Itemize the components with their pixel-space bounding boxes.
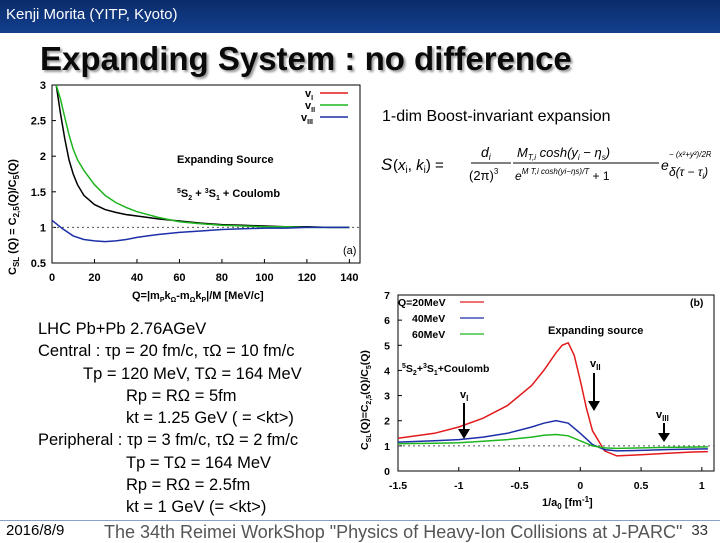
footer-date: 2016/8/9 — [6, 522, 65, 539]
chart-b-arrow-vI: vI — [458, 389, 470, 439]
y-tick-label: 1 — [40, 222, 46, 234]
param-line-7: Tp = TΩ = 164 MeV — [126, 453, 272, 472]
y-tick-label: 2.5 — [31, 116, 46, 128]
svg-text:(xi, ki) =: (xi, ki) = — [393, 157, 444, 176]
chart-a-series — [51, 84, 350, 243]
source-function-formula: S (xi, ki) = di (2π)3 MT,i cosh(yi − ηs)… — [381, 144, 711, 183]
svg-text:Q=20MeV: Q=20MeV — [398, 297, 446, 309]
footer-conference: The 34th Reimei WorkShop "Physics of Hea… — [104, 522, 683, 542]
x-tick-label: 20 — [88, 272, 100, 284]
y-tick-label: 6 — [384, 315, 390, 327]
y-tick-label: 2 — [384, 416, 390, 428]
svg-text:40MeV: 40MeV — [412, 313, 445, 325]
svg-text:vI: vI — [460, 389, 468, 403]
svg-text:vI: vI — [305, 88, 313, 102]
svg-text:vII: vII — [305, 100, 315, 114]
svg-text:− (x²+y²)/2R²: − (x²+y²)/2R² — [669, 150, 711, 159]
y-tick-label: 5 — [384, 340, 390, 352]
y-tick-label: 3 — [40, 80, 46, 92]
chart-b-panel-label: (b) — [690, 297, 703, 309]
param-line-8: Rp = RΩ = 2.5fm — [126, 476, 251, 495]
svg-text:eM T,i cosh(yi−ηs)/T + 1: eM T,i cosh(yi−ηs)/T + 1 — [515, 167, 610, 183]
series-line-viii — [51, 219, 350, 243]
chart-b-series — [397, 341, 708, 457]
chart-b-annotation-source: Expanding source — [548, 325, 643, 337]
chart-a-annotation-source: Expanding Source — [177, 154, 274, 166]
chart-b: CSL(Q)=C2,5(Q)/C5(Q) -1.5 -1 -0.5 0 0.5 1 0 1 2 3… — [359, 290, 715, 511]
x-tick-label: 60 — [173, 272, 185, 284]
x-tick-label: 0 — [577, 480, 583, 492]
param-line-9: kt = 1 GeV (= <kt>) — [126, 498, 267, 517]
chart-b-legend: Q=20MeV 40MeV 60MeV — [398, 297, 484, 341]
svg-text:MT,i cosh(yi − ηs): MT,i cosh(yi − ηs) — [517, 145, 610, 162]
param-line-6: Peripheral : τp = 3 fm/c, τΩ = 2 fm/c — [38, 431, 299, 450]
series-line-q20mev — [397, 341, 708, 457]
svg-text:S: S — [381, 155, 393, 174]
chart-b-annotation-channel: 5S2+3S1+Coulomb — [402, 363, 489, 377]
svg-text:di: di — [481, 144, 492, 162]
y-tick-label: 0.5 — [31, 258, 46, 270]
x-tick-label: 0 — [49, 272, 55, 284]
chart-a-panel-label: (a) — [343, 245, 356, 257]
param-line-2: Central : τp = 20 fm/c, τΩ = 10 fm/c — [38, 342, 295, 361]
parameter-list: LHC Pb+Pb 2.76AGeV Central : τp = 20 fm/… — [38, 318, 302, 519]
chart-b-xlabel: 1/a0 [fm-1] — [542, 495, 593, 511]
param-line-3: Tp = 120 MeV, TΩ = 164 MeV — [83, 364, 302, 383]
chart-b-arrow-vIII: vIII — [656, 409, 670, 442]
y-tick-label: 0 — [384, 466, 390, 478]
x-tick-label: -1 — [454, 480, 463, 492]
svg-text:60MeV: 60MeV — [412, 329, 445, 341]
param-line-4: Rp = RΩ = 5fm — [126, 386, 237, 405]
x-tick-label: 80 — [216, 272, 228, 284]
x-tick-label: 140 — [340, 272, 358, 284]
x-tick-label: 100 — [255, 272, 273, 284]
x-tick-label: -1.5 — [389, 480, 407, 492]
y-tick-label: 3 — [384, 391, 390, 403]
x-tick-label: 120 — [298, 272, 316, 284]
footer-divider — [0, 520, 720, 521]
chart-b-ylabel: CSL(Q)=C2,5(Q)/C5(Q) — [359, 350, 373, 450]
plot-frame — [397, 294, 715, 472]
y-tick-label: 7 — [384, 290, 390, 302]
param-line-5: kt = 1.25 GeV ( = <kt>) — [126, 409, 294, 428]
plot-frame — [51, 84, 361, 264]
slide-title: Expanding System : no difference — [40, 40, 572, 77]
y-tick-label: 1.5 — [31, 187, 46, 199]
svg-text:vIII: vIII — [301, 112, 313, 126]
chart-a-legend: vI vII vIII — [301, 88, 348, 126]
svg-text:e: e — [661, 157, 669, 173]
y-tick-label: 1 — [384, 441, 390, 453]
slide-subtitle: 1-dim Boost-invariant expansion — [382, 108, 611, 125]
x-tick-label: 40 — [131, 272, 143, 284]
chart-b-arrow-vII: vII — [588, 358, 601, 411]
series-line-vii — [55, 84, 350, 229]
svg-text:vIII: vIII — [656, 409, 669, 423]
chart-a-xlabel: Q=|mPkΩ-mΩkP|/M [MeV/c] — [132, 290, 264, 304]
chart-a: CSL (Q) = C2,5(Q)/C5(Q) 0 20 40 60 80 100 120 1… — [7, 80, 361, 304]
author-header: Kenji Morita (YITP, Kyoto) — [6, 6, 178, 23]
chart-a-axes: 0 20 40 60 80 100 120 140 0.5 1 1.5 2 2.5 3 — [31, 80, 361, 284]
x-tick-label: 0.5 — [634, 480, 649, 492]
series-line-40mev — [397, 419, 708, 452]
chart-a-ylabel: CSL (Q) = C2,5(Q)/C5(Q) — [7, 159, 21, 275]
y-tick-label: 2 — [40, 151, 46, 163]
param-line-1: LHC Pb+Pb 2.76AGeV — [38, 320, 207, 338]
x-tick-label: -0.5 — [510, 480, 528, 492]
svg-text:δ(τ − τi): δ(τ − τi) — [669, 165, 708, 181]
y-tick-label: 4 — [384, 365, 390, 377]
chart-b-axes: -1.5 -1 -0.5 0 0.5 1 0 1 2 3 4 5 6 7 — [384, 290, 715, 492]
page-number: 33 — [691, 522, 708, 539]
header-bar — [0, 0, 720, 33]
x-tick-label: 1 — [699, 480, 705, 492]
chart-a-annotation-channel: 5S2 + 3S1 + Coulomb — [177, 188, 280, 202]
svg-text:vII: vII — [590, 358, 601, 372]
svg-text:(2π)3: (2π)3 — [469, 167, 499, 183]
series-line-60mev — [397, 433, 708, 450]
